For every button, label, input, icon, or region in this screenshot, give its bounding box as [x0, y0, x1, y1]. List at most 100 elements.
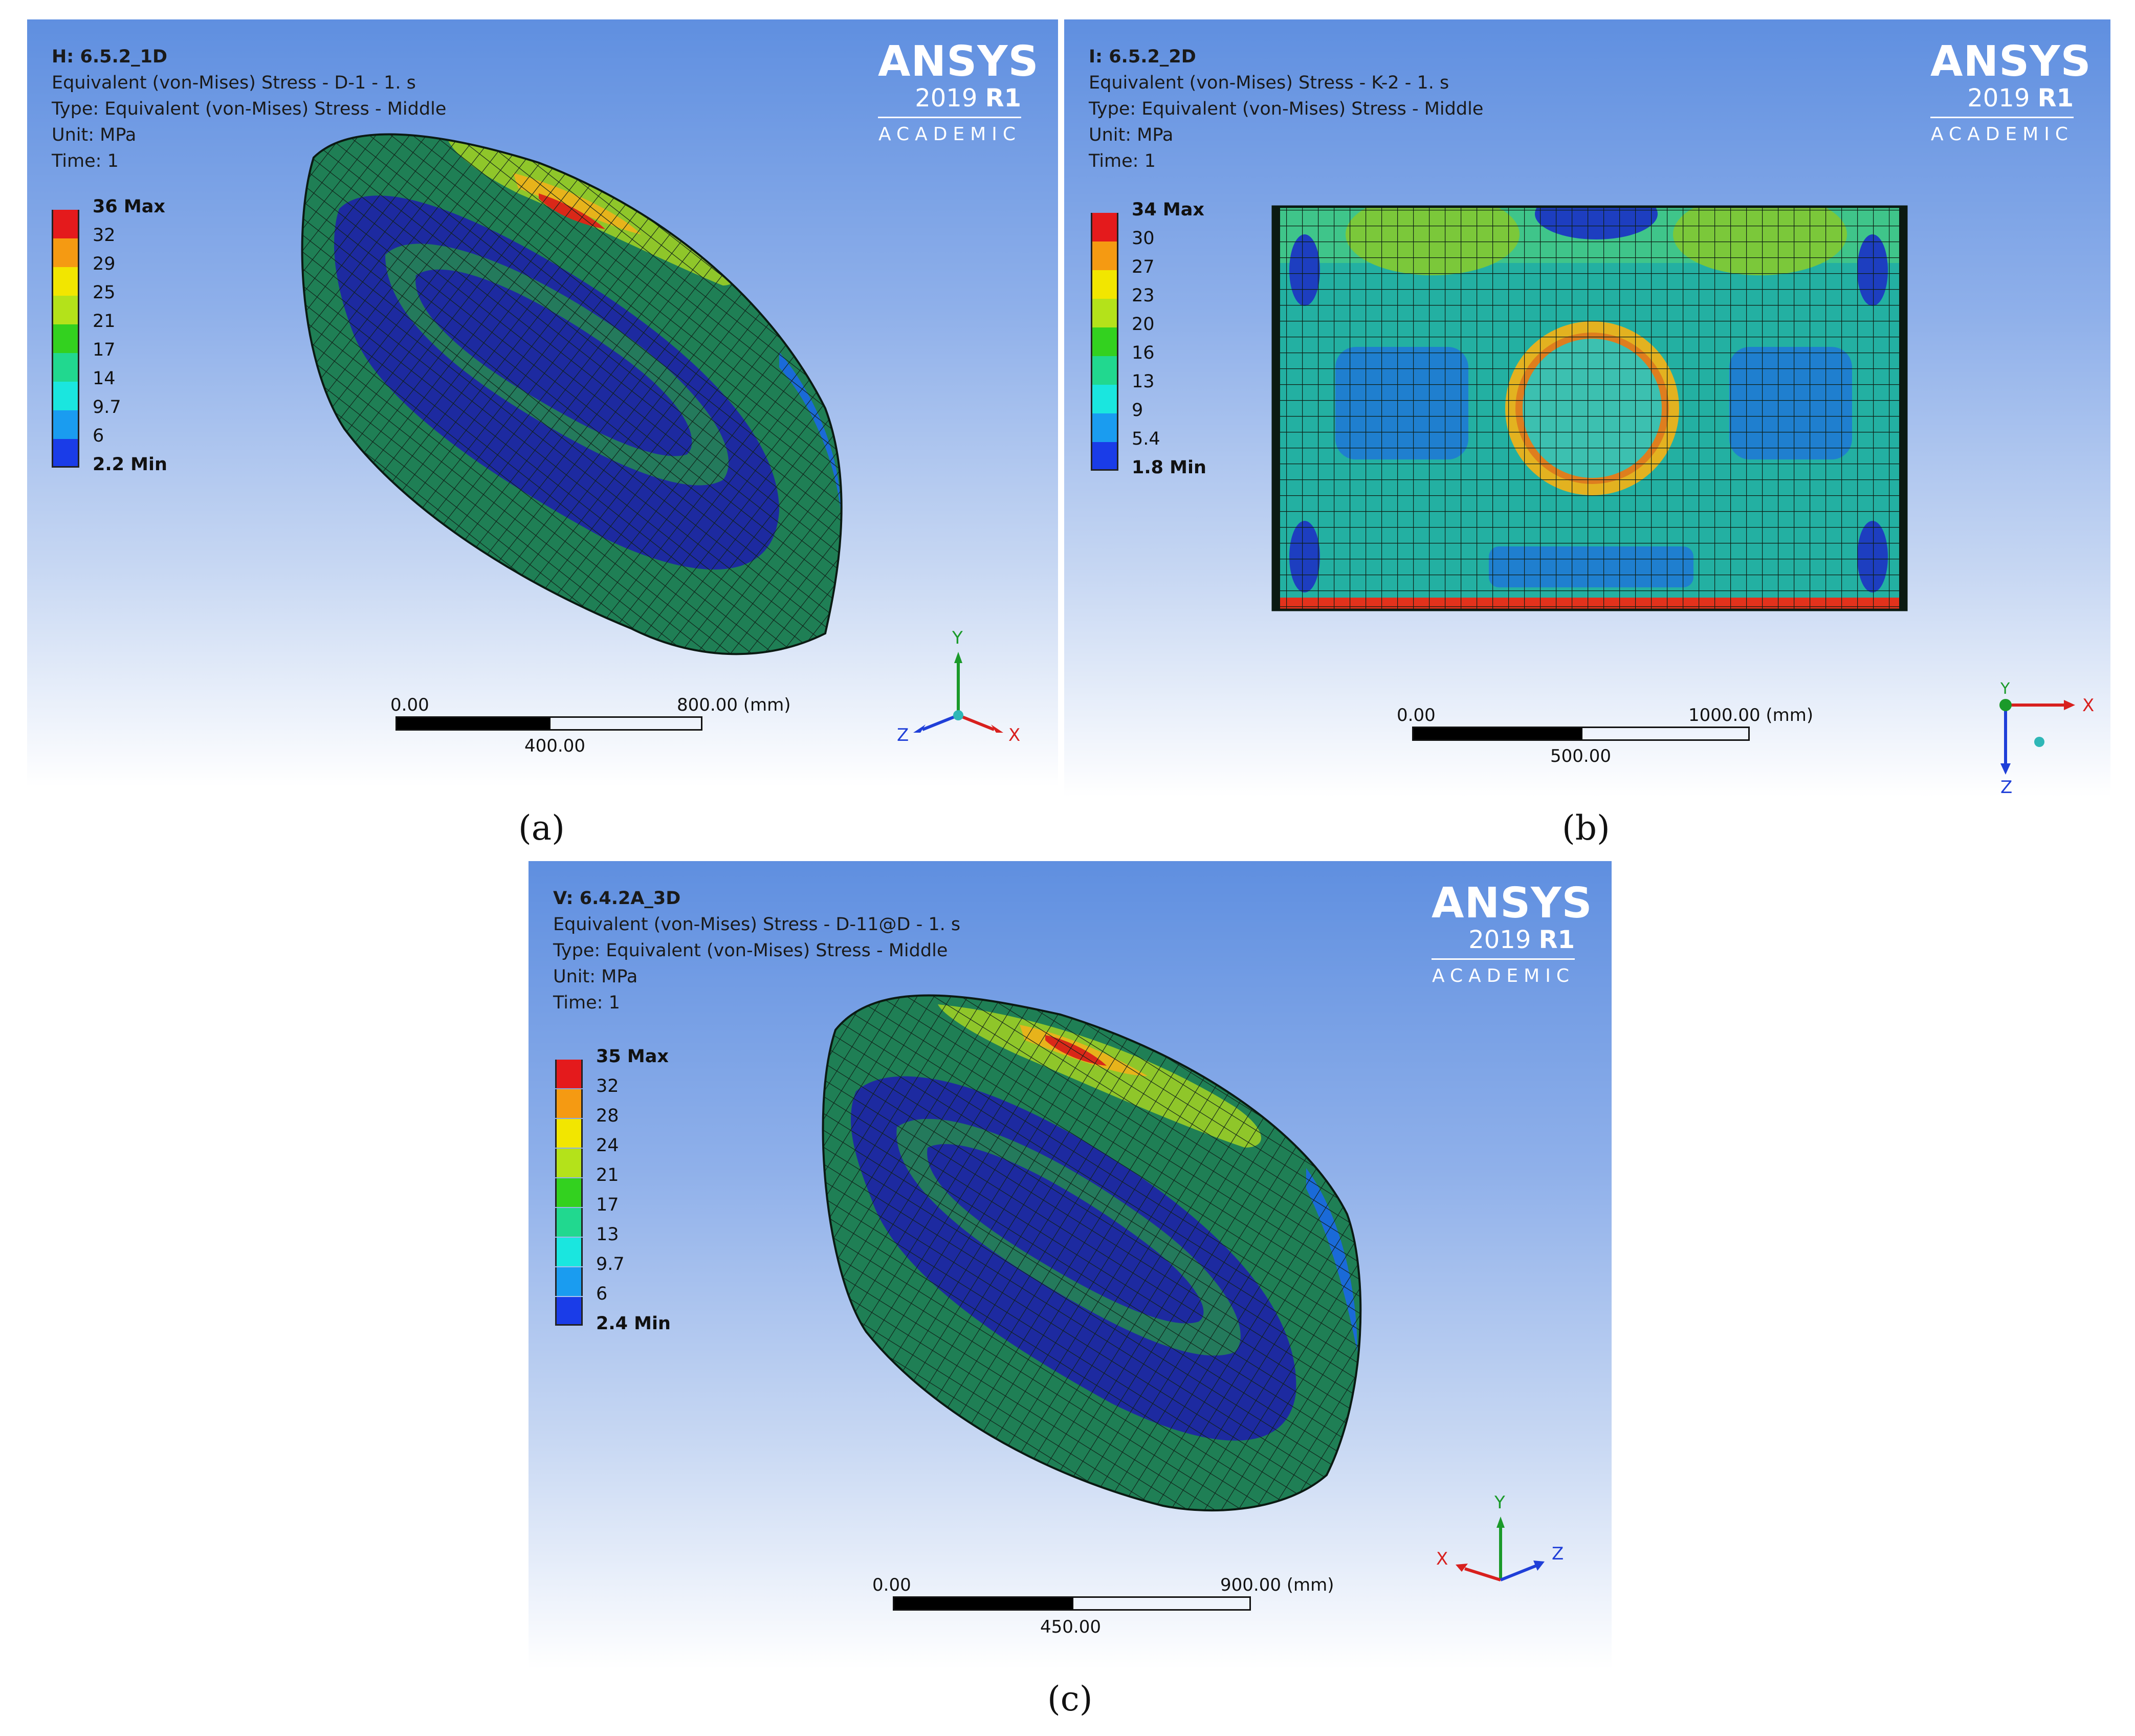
brand-divider [1432, 958, 1575, 960]
scale-bar-b: 0.00 1000.00 (mm) 500.00 [1397, 705, 1816, 766]
result-unit: Unit: MPa [52, 125, 137, 145]
scale-end: 1000.00 (mm) [1688, 705, 1814, 726]
result-type: Type: Equivalent (von-Mises) Stress - Mi… [52, 99, 447, 119]
color-legend-a: 36 Max 32 29 25 21 17 14 9.7 6 2.2 Min [52, 196, 226, 496]
brand-name: ANSYS [1930, 37, 2092, 86]
result-info-c: V: 6.4.2A_3D Equivalent (von-Mises) Stre… [553, 886, 960, 1016]
legend-label: 36 Max [93, 196, 165, 217]
viewport-panel-a[interactable]: H: 6.5.2_1D Equivalent (von-Mises) Stres… [27, 19, 1058, 787]
scale-end: 800.00 (mm) [677, 695, 791, 715]
result-type: Type: Equivalent (von-Mises) Stress - Mi… [553, 940, 948, 961]
result-time: Time: 1 [553, 993, 620, 1013]
axis-y-label: Y [952, 628, 963, 648]
brand-release: R1 [985, 84, 1021, 113]
result-time: Time: 1 [52, 151, 119, 171]
legend-label: 29 [93, 254, 116, 274]
axis-z-label: Z [897, 725, 909, 745]
brand-edition: ACADEMIC [1432, 965, 1575, 986]
scale-mid: 450.00 [1040, 1617, 1101, 1637]
legend-label: 17 [93, 340, 116, 360]
axis-triad-b: Y X Z [1999, 680, 2094, 797]
color-legend-c: 35 Max 32 28 24 21 17 13 9.7 6 2.4 Min [555, 1046, 729, 1346]
brand-name: ANSYS [878, 37, 1039, 86]
brand-divider [878, 117, 1021, 118]
axis-z-label: Z [2000, 777, 2012, 797]
caption-c: (c) [1047, 1679, 1093, 1719]
result-info-b: I: 6.5.2_2D Equivalent (von-Mises) Stres… [1089, 44, 1483, 174]
scale-bar [893, 1596, 1251, 1611]
brand-name: ANSYS [1432, 879, 1593, 928]
result-title: H: 6.5.2_1D [52, 47, 168, 67]
legend-label: 32 [93, 225, 116, 246]
brand-version: 2019 [1468, 926, 1531, 954]
axis-y-label: Y [1494, 1492, 1505, 1513]
legend-label: 13 [596, 1224, 619, 1245]
legend-label: 21 [596, 1165, 619, 1185]
axis-z-label: Z [1552, 1544, 1564, 1564]
scale-start: 0.00 [390, 695, 429, 715]
result-description: Equivalent (von-Mises) Stress - K-2 - 1.… [1089, 73, 1449, 93]
legend-label: 13 [1132, 371, 1155, 392]
brand-release: R1 [1538, 926, 1575, 954]
legend-label: 9.7 [596, 1254, 625, 1274]
legend-label: 5.4 [1132, 429, 1160, 449]
legend-label: 9.7 [93, 397, 121, 417]
result-time: Time: 1 [1089, 151, 1156, 171]
mesh-ellipsoid-a [301, 133, 843, 655]
result-unit: Unit: MPa [553, 966, 638, 987]
legend-label: 23 [1132, 285, 1155, 306]
scale-mid: 400.00 [524, 736, 585, 756]
legend-label: 27 [1132, 257, 1155, 277]
result-description: Equivalent (von-Mises) Stress - D-11@D -… [553, 914, 961, 935]
brand-version: 2019 [1967, 84, 2030, 113]
legend-label-min: 2.4 Min [596, 1313, 671, 1334]
scale-bar [395, 716, 702, 731]
brand-edition: ACADEMIC [878, 124, 1021, 145]
scale-start: 0.00 [872, 1575, 911, 1595]
ansys-logo: ANSYS 2019 R1 ACADEMIC [878, 37, 1039, 146]
caption-a: (a) [518, 808, 565, 848]
legend-label: 28 [596, 1106, 619, 1126]
scale-start: 0.00 [1397, 705, 1436, 726]
result-type: Type: Equivalent (von-Mises) Stress - Mi… [1089, 99, 1484, 119]
legend-label: 32 [596, 1076, 619, 1096]
legend-label: 14 [93, 368, 116, 389]
legend-label: 35 Max [596, 1046, 669, 1067]
scale-end: 900.00 (mm) [1220, 1575, 1334, 1595]
legend-label: 21 [93, 311, 116, 332]
legend-label: 16 [1132, 343, 1155, 363]
viewport-panel-b[interactable]: I: 6.5.2_2D Equivalent (von-Mises) Stres… [1064, 19, 2110, 797]
legend-label-min: 1.8 Min [1132, 457, 1206, 478]
axis-x-label: X [2082, 695, 2094, 716]
legend-label-min: 2.2 Min [93, 454, 167, 475]
result-unit: Unit: MPa [1089, 125, 1174, 145]
legend-label: 24 [596, 1135, 619, 1156]
result-description: Equivalent (von-Mises) Stress - D-1 - 1.… [52, 73, 416, 93]
axis-y-label: Y [2000, 680, 2010, 698]
caption-b: (b) [1562, 808, 1610, 848]
scale-bar-c: 0.00 900.00 (mm) 450.00 [872, 1575, 1334, 1637]
brand-edition: ACADEMIC [1930, 124, 2074, 145]
result-title: I: 6.5.2_2D [1089, 47, 1196, 67]
scale-mid: 500.00 [1550, 746, 1611, 766]
axis-triad-a: Y X Z [897, 628, 1020, 745]
scale-bar-a: 0.00 800.00 (mm) 400.00 [390, 695, 791, 756]
axis-triad-c: Y X Z [1436, 1492, 1564, 1581]
axis-x-label: X [1008, 725, 1020, 745]
legend-label: 30 [1132, 228, 1155, 249]
brand-version: 2019 [915, 84, 978, 113]
mesh-ellipsoid-c [822, 994, 1362, 1512]
legend-label: 6 [93, 426, 104, 446]
ansys-logo: ANSYS 2019 R1 ACADEMIC [1930, 37, 2092, 146]
brand-release: R1 [2037, 84, 2074, 113]
mesh-plate-b [1271, 205, 1908, 611]
legend-label: 34 Max [1132, 200, 1204, 220]
axis-x-label: X [1436, 1549, 1448, 1569]
result-title: V: 6.4.2A_3D [553, 888, 681, 909]
color-legend-b: 34 Max 30 27 23 20 16 13 9 5.4 1.8 Min [1091, 200, 1265, 499]
ansys-logo: ANSYS 2019 R1 ACADEMIC [1432, 879, 1593, 987]
legend-label: 17 [596, 1195, 619, 1215]
result-info-a: H: 6.5.2_1D Equivalent (von-Mises) Stres… [52, 44, 446, 174]
viewport-panel-c[interactable]: V: 6.4.2A_3D Equivalent (von-Mises) Stre… [529, 861, 1612, 1669]
legend-label: 9 [1132, 400, 1143, 421]
